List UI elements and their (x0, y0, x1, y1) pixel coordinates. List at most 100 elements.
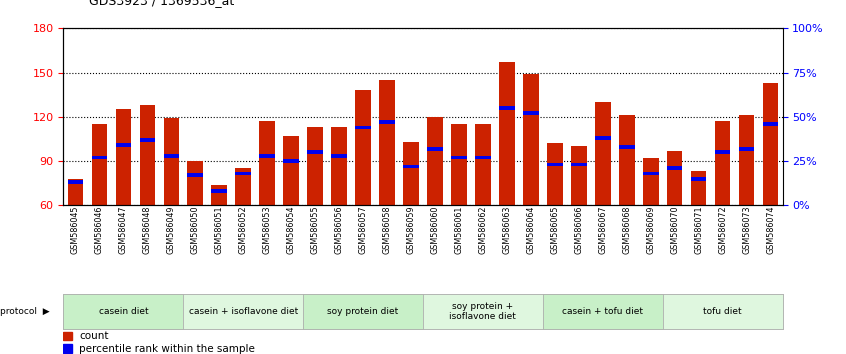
Text: percentile rank within the sample: percentile rank within the sample (80, 343, 255, 354)
Bar (235, 172, 251, 175)
Bar (763, 83, 778, 205)
Text: GSM586060: GSM586060 (431, 205, 439, 254)
Text: GSM586053: GSM586053 (263, 205, 272, 254)
Bar (499, 106, 514, 110)
Bar (499, 62, 514, 205)
Text: GSM586074: GSM586074 (766, 205, 775, 254)
Text: GSM586045: GSM586045 (71, 205, 80, 254)
Bar (63, 344, 72, 353)
Bar (140, 105, 155, 205)
Bar (355, 90, 371, 205)
Bar (427, 147, 442, 150)
Bar (63, 294, 184, 329)
Bar (739, 115, 755, 205)
Text: GSM586061: GSM586061 (454, 205, 464, 254)
Bar (68, 179, 83, 205)
Text: GSM586070: GSM586070 (670, 205, 679, 254)
Text: GSM586052: GSM586052 (239, 205, 248, 254)
Bar (116, 143, 131, 147)
Text: GSM586064: GSM586064 (526, 205, 536, 254)
Bar (619, 115, 634, 205)
Bar (163, 118, 179, 205)
Text: GSM586058: GSM586058 (382, 205, 392, 254)
Bar (475, 156, 491, 159)
Bar (763, 122, 778, 126)
Bar (691, 171, 706, 205)
Bar (283, 159, 299, 163)
Text: GSM586067: GSM586067 (598, 205, 607, 254)
Bar (235, 169, 251, 205)
Bar (523, 112, 539, 115)
Bar (212, 185, 227, 205)
Text: protocol  ▶: protocol ▶ (0, 307, 50, 316)
Bar (523, 74, 539, 205)
Bar (379, 120, 395, 124)
Text: GSM586046: GSM586046 (95, 205, 104, 254)
Bar (571, 146, 586, 205)
Bar (643, 158, 658, 205)
Bar (423, 294, 543, 329)
Bar (667, 151, 683, 205)
Text: casein + isoflavone diet: casein + isoflavone diet (189, 307, 298, 316)
Bar (547, 143, 563, 205)
Bar (643, 172, 658, 175)
Text: GSM586048: GSM586048 (143, 205, 151, 254)
Text: GSM586054: GSM586054 (287, 205, 295, 254)
Bar (212, 189, 227, 193)
Bar (184, 294, 303, 329)
Text: GSM586062: GSM586062 (479, 205, 487, 254)
Bar (91, 156, 107, 159)
Text: GSM586055: GSM586055 (310, 205, 320, 254)
Bar (283, 136, 299, 205)
Bar (140, 138, 155, 142)
Bar (63, 332, 72, 341)
Bar (739, 147, 755, 150)
Text: GSM586068: GSM586068 (623, 205, 631, 254)
Text: GSM586065: GSM586065 (551, 205, 559, 254)
Bar (163, 154, 179, 158)
Bar (355, 126, 371, 129)
Text: GSM586063: GSM586063 (503, 205, 511, 254)
Bar (595, 102, 611, 205)
Text: GSM586069: GSM586069 (646, 205, 655, 254)
Bar (68, 181, 83, 184)
Text: GSM586071: GSM586071 (695, 205, 703, 254)
Bar (475, 124, 491, 205)
Bar (543, 294, 662, 329)
Bar (332, 127, 347, 205)
Bar (451, 156, 467, 159)
Bar (91, 124, 107, 205)
Text: GSM586050: GSM586050 (191, 205, 200, 254)
Bar (332, 154, 347, 158)
Bar (715, 150, 730, 154)
Text: soy protein +
isoflavone diet: soy protein + isoflavone diet (449, 302, 516, 321)
Bar (116, 109, 131, 205)
Bar (571, 163, 586, 166)
Text: count: count (80, 331, 109, 341)
Text: GSM586056: GSM586056 (335, 205, 343, 254)
Text: GSM586072: GSM586072 (718, 205, 727, 254)
Text: GSM586073: GSM586073 (742, 205, 751, 254)
Text: casein diet: casein diet (99, 307, 148, 316)
Bar (715, 121, 730, 205)
Bar (691, 177, 706, 181)
Text: GSM586047: GSM586047 (119, 205, 128, 254)
Bar (303, 294, 423, 329)
Bar (619, 145, 634, 149)
Bar (307, 127, 323, 205)
Text: soy protein diet: soy protein diet (327, 307, 398, 316)
Bar (307, 150, 323, 154)
Bar (260, 154, 275, 158)
Text: GSM586059: GSM586059 (407, 205, 415, 254)
Bar (404, 142, 419, 205)
Text: tofu diet: tofu diet (703, 307, 742, 316)
Bar (404, 165, 419, 168)
Bar (379, 80, 395, 205)
Bar (662, 294, 783, 329)
Text: GSM586051: GSM586051 (215, 205, 223, 254)
Text: GSM586049: GSM586049 (167, 205, 176, 254)
Text: GSM586066: GSM586066 (574, 205, 583, 254)
Bar (595, 136, 611, 140)
Bar (667, 166, 683, 170)
Bar (547, 163, 563, 166)
